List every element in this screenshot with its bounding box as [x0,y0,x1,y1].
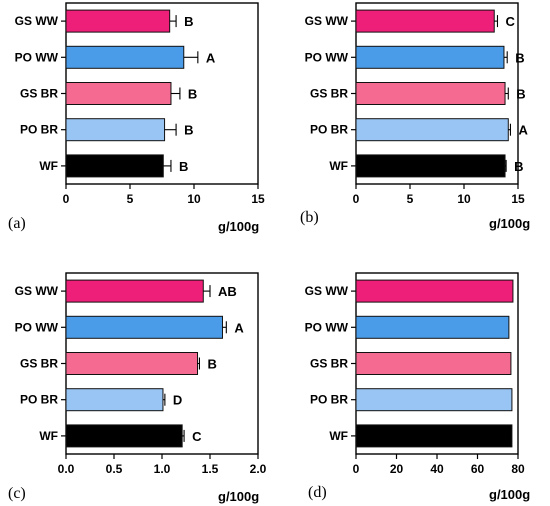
category-label: GS WW [305,284,349,298]
bar [355,45,505,69]
category-label: PO BR [20,123,58,137]
bar [355,118,509,142]
x-tick-label: 60 [471,462,485,476]
category-label: WF [329,429,348,443]
x-axis-title: g/100g [489,487,530,502]
bar [65,279,204,303]
category-label: GS BR [310,357,348,371]
category-label: WF [39,429,58,443]
bar [355,424,513,448]
category-label: GS WW [15,14,59,28]
category-label: PO WW [15,320,59,334]
significance-label: A [206,50,216,65]
category-label: GS BR [20,87,58,101]
significance-label: AB [218,284,237,299]
category-label: GS WW [305,14,349,28]
x-tick-label: 80 [511,462,525,476]
x-axis-title: g/100g [218,219,259,234]
x-tick-label: 10 [187,192,201,206]
category-label: PO BR [20,393,58,407]
bar [65,352,199,375]
significance-label: B [179,159,188,174]
x-tick-label: 0 [353,462,360,476]
significance-label: B [207,357,216,372]
panel-label: (d) [308,484,327,501]
bar [65,82,172,105]
bar [65,9,171,33]
x-tick-label: 0 [353,192,360,206]
x-tick-label: 0.5 [106,462,123,476]
panel-label: (a) [8,215,26,232]
significance-label: B [184,14,193,29]
category-label: PO BR [310,393,348,407]
bar [65,45,185,69]
bar [355,82,506,105]
significance-label: C [192,429,202,444]
x-tick-label: 1.0 [154,462,171,476]
bar [355,9,495,33]
panel-label: (b) [300,209,319,226]
category-label: GS WW [15,284,59,298]
significance-label: B [514,159,523,174]
category-label: PO WW [15,50,59,64]
category-label: PO WW [305,320,349,334]
x-tick-label: 1.5 [202,462,219,476]
category-label: PO WW [305,50,349,64]
x-tick-label: 15 [511,192,525,206]
panel-b: (b) g/100g 0 5 10 15 GS WW C PO WW B GS BR B PO BR… [300,2,530,231]
significance-label: B [515,50,524,65]
category-label: WF [329,159,348,173]
significance-label: B [184,123,193,138]
significance-label: B [188,87,197,102]
panel-label: (c) [8,485,26,502]
x-axis-title: g/100g [218,489,259,504]
bar [355,388,513,412]
x-tick-label: 40 [430,462,444,476]
category-label: GS BR [310,87,348,101]
x-tick-label: 5 [127,192,134,206]
x-tick-label: 5 [407,192,414,206]
x-tick-label: 0.0 [58,462,75,476]
category-label: GS BR [20,357,58,371]
panel-c: (c) g/100g 0.0 0.5 1.0 1.5 2.0 GS WW AB PO WW A G… [8,272,267,504]
bar [65,118,166,142]
bar [65,315,223,339]
bar [355,315,510,339]
x-axis-title: g/100g [489,216,530,231]
bar [65,388,164,412]
x-tick-label: 0 [63,192,70,206]
bar [355,279,514,303]
bar [355,154,506,178]
x-tick-label: 2.0 [250,462,267,476]
bar [355,352,512,375]
panel-d: (d) g/100g 0 20 40 60 80 GS WW PO WW GS BR PO BR… [305,272,530,502]
significance-label: C [505,14,515,29]
significance-label: A [234,320,244,335]
x-tick-label: 10 [457,192,471,206]
x-tick-label: 20 [390,462,404,476]
significance-label: D [173,393,182,408]
category-label: PO BR [310,123,348,137]
bar [65,154,164,178]
panel-a: (a) g/100g 0 5 10 15 GS WW B PO WW A GS BR B PO BR… [8,2,265,234]
significance-label: B [516,87,525,102]
x-tick-label: 15 [251,192,265,206]
bar [65,424,183,448]
significance-label: A [518,123,528,138]
category-label: WF [39,159,58,173]
